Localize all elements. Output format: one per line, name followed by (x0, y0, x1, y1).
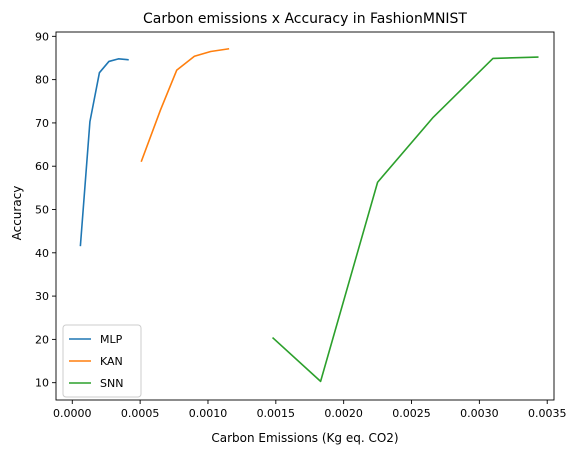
x-axis-title: Carbon Emissions (Kg eq. CO2) (211, 431, 398, 445)
x-tick-label: 0.0010 (189, 407, 228, 420)
x-tick-label: 0.0020 (324, 407, 363, 420)
x-tick-label: 0.0005 (121, 407, 160, 420)
y-tick-label: 60 (35, 160, 49, 173)
x-tick-label: 0.0015 (257, 407, 296, 420)
plot-area: 0.0000 0.0005 0.0010 0.0015 0.0020 0.0025 0.00… (35, 30, 566, 420)
y-tick-label: 40 (35, 247, 49, 260)
chart-title: Carbon emissions x Accuracy in FashionMN… (143, 11, 467, 27)
x-tick-label: 0.0000 (53, 407, 92, 420)
y-tick-label: 20 (35, 333, 49, 346)
y-tick-label: 70 (35, 117, 49, 130)
y-tick-label: 30 (35, 290, 49, 303)
y-tick-label: 50 (35, 204, 49, 217)
y-tick-label: 80 (35, 74, 49, 87)
y-tick-label: 90 (35, 30, 49, 43)
y-axis-title: Accuracy (10, 186, 24, 241)
legend: MLP KAN SNN (62, 324, 142, 398)
legend-label-snn: SNN (100, 377, 123, 390)
legend-label-kan: KAN (100, 355, 123, 368)
series-line-mlp (79, 58, 129, 247)
plot-frame (55, 31, 555, 401)
x-tick-label: 0.0030 (460, 407, 499, 420)
series-line-snn (271, 56, 539, 383)
x-tick-label: 0.0035 (528, 407, 567, 420)
x-tick-label: 0.0025 (392, 407, 431, 420)
y-tick-label: 10 (35, 377, 49, 390)
series-line-kan (140, 47, 230, 163)
legend-label-mlp: MLP (100, 333, 123, 346)
legend-box (62, 324, 142, 398)
